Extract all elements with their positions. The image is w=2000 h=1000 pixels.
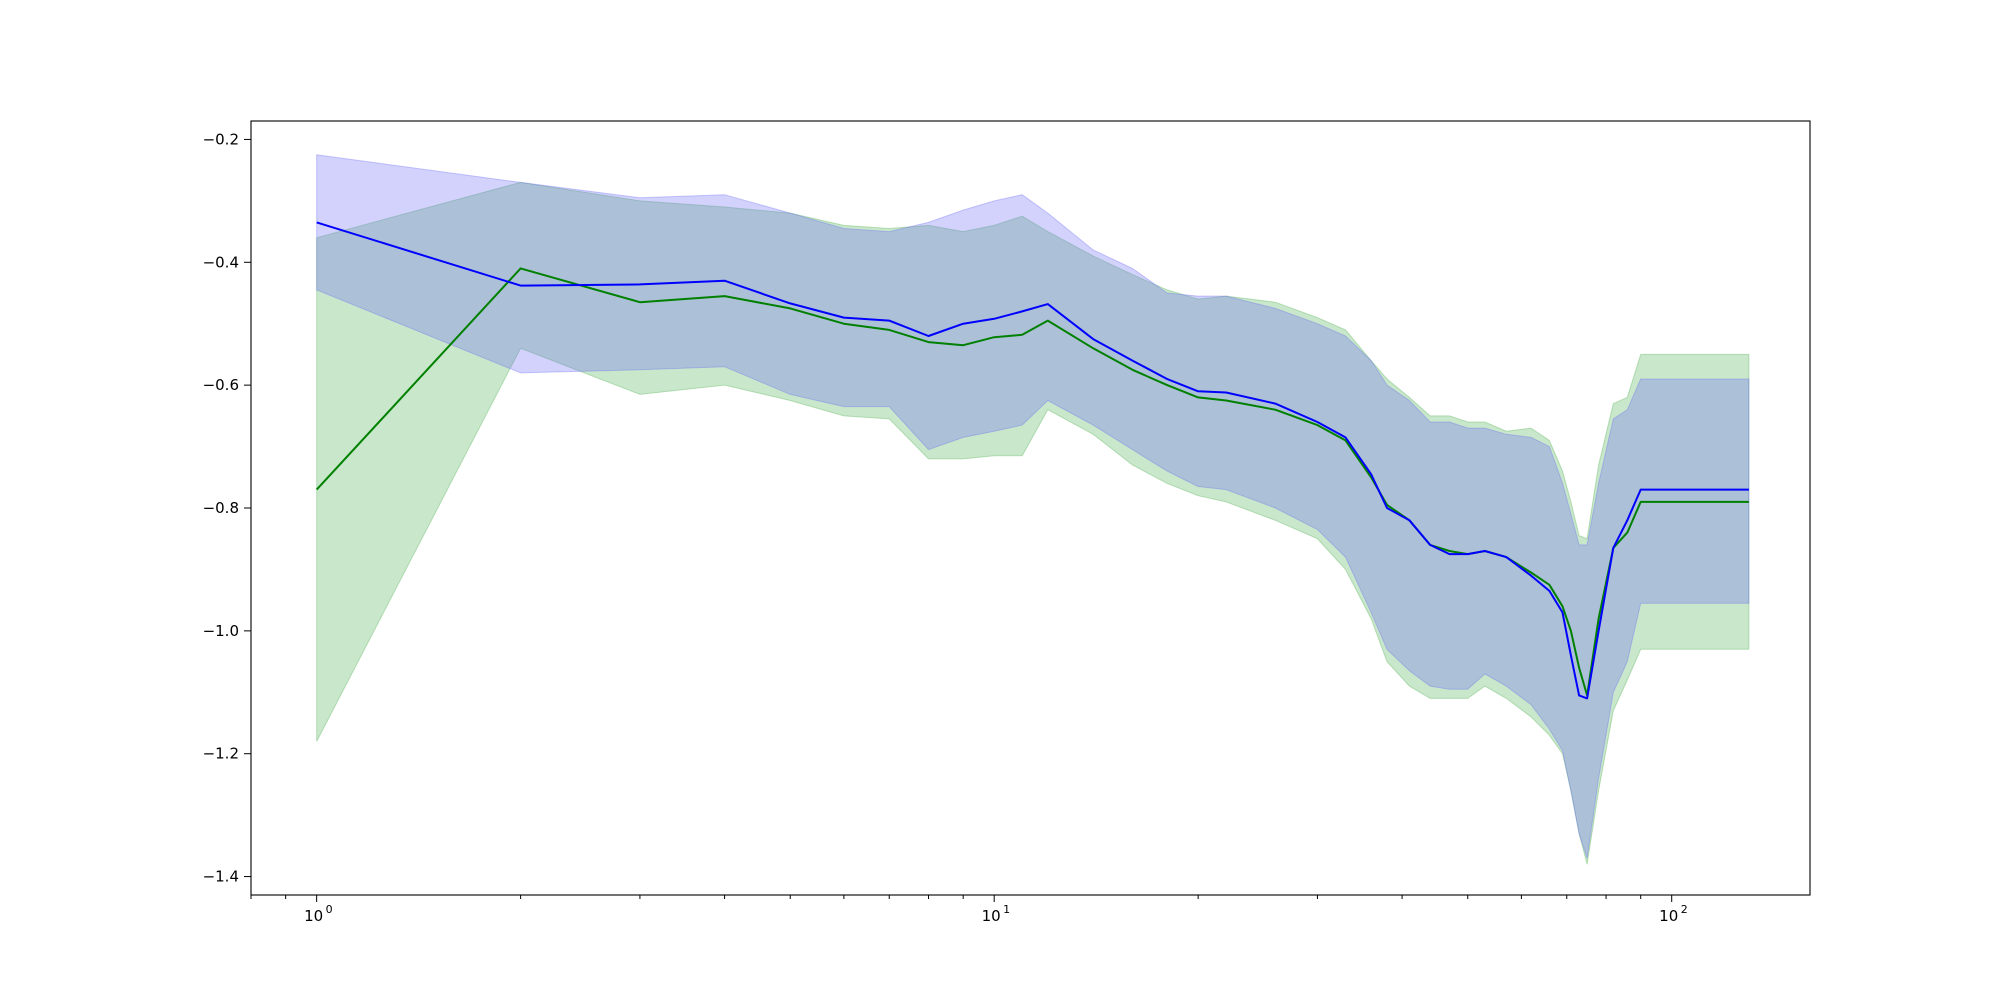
series-2-line [316, 221, 1749, 700]
y-tick-label: −1.2 [203, 745, 239, 763]
x-tick-label: 10 [982, 907, 1001, 925]
x-tick-label: 10 [1659, 907, 1678, 925]
x-tick-label-exponent: 1 [1003, 903, 1010, 916]
series-1-line [315, 267, 1749, 697]
plot-area [315, 154, 1750, 865]
series-2-confidence-band [316, 154, 1750, 859]
series-1-confidence-band [316, 181, 1750, 865]
x-tick-label-exponent: 0 [326, 903, 333, 916]
y-tick-label: −1.0 [203, 622, 239, 640]
x-tick-label: 10 [304, 907, 323, 925]
x-axis: 10 0 10 1 10 2 [250, 895, 1688, 925]
y-tick-label: −0.4 [203, 253, 239, 271]
y-tick-label: −1.4 [203, 868, 239, 886]
y-tick-label: −0.8 [203, 499, 239, 517]
y-axis: −0.2 −0.4 −0.6 −0.8 −1.0 −1.2 −1.4 [203, 130, 251, 886]
y-tick-label: −0.6 [203, 376, 239, 394]
y-tick-label: −0.2 [203, 130, 239, 148]
x-tick-label-exponent: 2 [1681, 903, 1688, 916]
